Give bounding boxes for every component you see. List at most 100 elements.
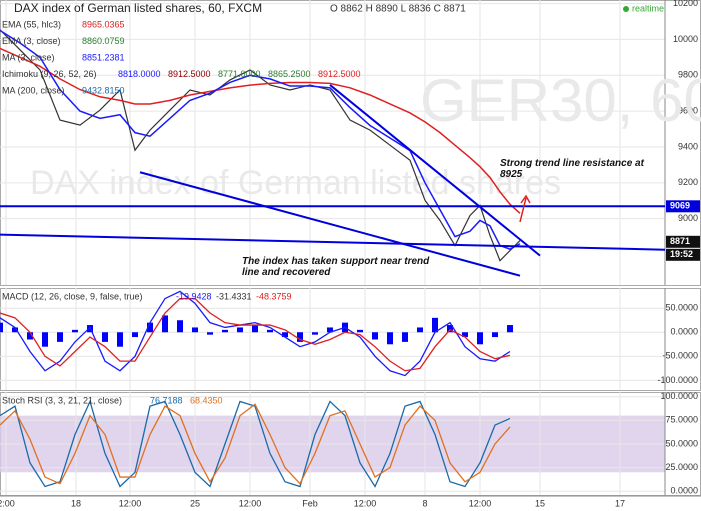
histogram-bar [267, 329, 273, 333]
indicator-name: MA (3, close) [2, 52, 55, 62]
readout-value: 68.4350 [190, 395, 223, 405]
trend-line [0, 233, 666, 251]
x-tick-label: 18 [71, 498, 81, 508]
histogram-bar [297, 332, 303, 342]
x-tick-label: Feb [302, 498, 318, 508]
y-tick-label: 9000 [678, 213, 698, 223]
y-tick-label: -100.0000 [657, 375, 698, 385]
series-line [0, 290, 511, 377]
histogram-bar [447, 325, 453, 333]
histogram-bar [312, 332, 318, 335]
series-line [0, 29, 521, 250]
indicator-name: EMA (3, close) [2, 36, 61, 46]
histogram-bar [432, 317, 438, 333]
indicator-value: 8771.0000 [218, 69, 261, 79]
indicator-value: 8818.0000 [118, 69, 161, 79]
histogram-bar [327, 327, 333, 333]
indicator-name: MA (200, close) [2, 85, 65, 95]
histogram-bar [357, 329, 363, 333]
y-tick-label: 9200 [678, 177, 698, 187]
y-tick-label: 9800 [678, 70, 698, 80]
y-tick-label: 50.0000 [665, 438, 698, 448]
readout-value: -48.3759 [256, 291, 292, 301]
indicator-value: 8912.5000 [168, 69, 211, 79]
histogram-bar [462, 332, 468, 338]
histogram-bar [252, 325, 258, 333]
histogram-bar [162, 315, 168, 333]
histogram-bar [507, 325, 513, 333]
y-tick-label: 25.0000 [665, 462, 698, 472]
indicator-value: 8965.0365 [82, 19, 125, 29]
status-dot [623, 6, 629, 12]
indicator-value: 8860.0759 [82, 36, 125, 46]
readout-value: -19.9428 [176, 291, 212, 301]
x-tick-label: 12:00 [354, 498, 377, 508]
histogram-bar [12, 327, 18, 333]
price-tag [666, 200, 700, 213]
price-tag [666, 235, 700, 248]
x-tick-label: 12:00 [239, 498, 262, 508]
price-tag-label: 8871 [670, 236, 690, 246]
readout-value: 76.7188 [150, 395, 183, 405]
y-tick-label: 75.0000 [665, 415, 698, 425]
x-tick-label: 15 [535, 498, 545, 508]
indicator-value: 8851.2381 [82, 52, 125, 62]
x-tick-label: 17 [615, 498, 625, 508]
price-tag-label: 9069 [670, 201, 690, 211]
series-line [0, 47, 521, 214]
histogram-bar [117, 332, 123, 347]
ohlc: O 8862 H 8890 L 8836 C 8871 [330, 4, 466, 15]
y-tick-label: 9600 [678, 106, 698, 116]
x-tick-label: 25 [190, 498, 200, 508]
x-tick-label: 12:00 [119, 498, 142, 508]
annotation: Strong trend line resistance at 8925 [500, 158, 644, 180]
histogram-bar [477, 332, 483, 345]
histogram-bar [42, 332, 48, 347]
trend-line [139, 171, 521, 277]
histogram-bar [72, 329, 78, 333]
indicator-name: Ichimoku (9, 26, 52, 26) [2, 69, 97, 79]
histogram-bar [372, 332, 378, 340]
x-tick-label: 8 [422, 498, 427, 508]
annotation: The index has taken support near trend l… [242, 256, 430, 278]
histogram-bar [222, 329, 228, 333]
histogram-bar [147, 322, 153, 333]
status: realtime [632, 3, 664, 13]
histogram-bar [27, 332, 33, 340]
y-tick-label: -50.0000 [662, 351, 698, 361]
histogram-bar [207, 332, 213, 335]
histogram-bar [102, 332, 108, 342]
y-tick-label: 0.0000 [670, 486, 698, 496]
readout-value: -31.4331 [216, 291, 252, 301]
trend-line [329, 84, 541, 257]
histogram-bar [0, 322, 3, 333]
histogram-bar [387, 332, 393, 345]
x-tick-label: 12:00 [469, 498, 492, 508]
y-tick-label: 10000 [673, 34, 698, 44]
arrow [519, 194, 531, 223]
histogram-bar [237, 327, 243, 333]
pane-title: Stoch RSI (3, 3, 21, 21, close) [2, 395, 122, 405]
histogram-bar [177, 320, 183, 333]
time-tag-label: 19:52 [670, 249, 693, 259]
y-tick-label: 50.0000 [665, 303, 698, 313]
series-line [0, 403, 511, 485]
histogram-bar [492, 332, 498, 338]
histogram-bar [402, 332, 408, 342]
series-line [0, 399, 511, 488]
y-tick-label: 10200 [673, 0, 698, 8]
pane-title: DAX index of German listed shares, 60, F… [14, 1, 262, 15]
indicator-value: 8912.5000 [318, 69, 361, 79]
x-tick-label: 2:00 [0, 498, 15, 508]
watermark: GER30, 60 [420, 67, 701, 134]
time-tag [666, 248, 700, 261]
pane-title: MACD (12, 26, close, 9, false, true) [2, 291, 143, 301]
y-tick-label: 100.0000 [660, 391, 698, 401]
series-line [0, 29, 521, 262]
y-tick-label: 9400 [678, 141, 698, 151]
histogram-bar [417, 327, 423, 333]
watermark: DAX index of German listed shares [30, 164, 561, 202]
indicator-value: 8865.2500 [268, 69, 311, 79]
